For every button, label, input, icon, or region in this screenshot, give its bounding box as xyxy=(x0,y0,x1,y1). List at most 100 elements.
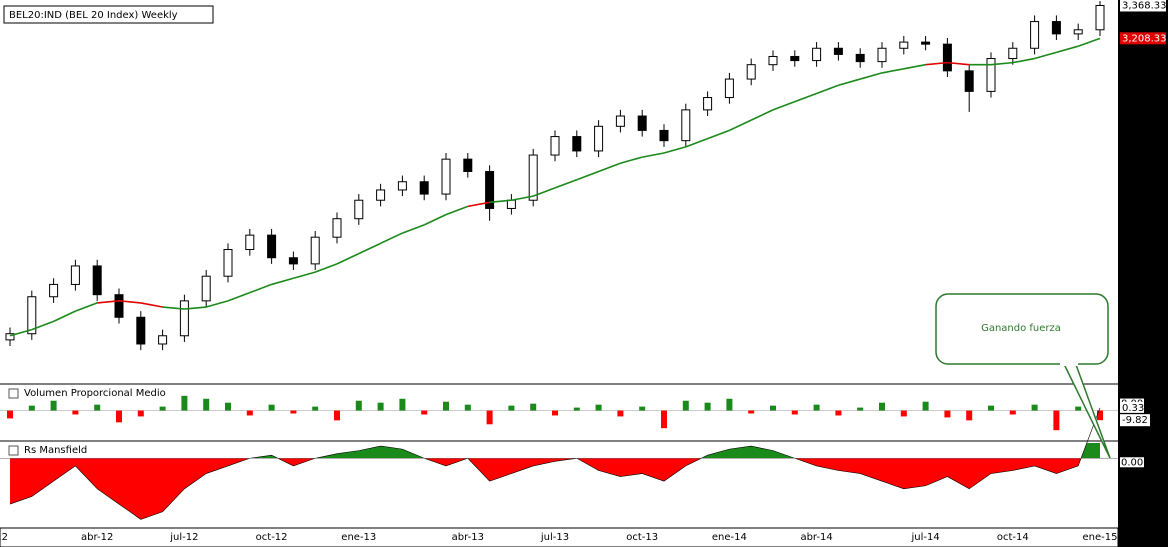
candle-body xyxy=(768,55,778,66)
candle-body xyxy=(942,43,952,72)
volume-bar xyxy=(617,410,624,417)
x-tick-label: ene-13 xyxy=(341,532,376,543)
volume-bar xyxy=(137,410,144,417)
moving-average xyxy=(293,271,316,280)
volume-bar xyxy=(988,405,994,411)
moving-average xyxy=(402,224,425,234)
volume-bar xyxy=(334,410,340,421)
volume-bar xyxy=(399,398,406,411)
volume-bar xyxy=(508,405,515,411)
candle-body xyxy=(899,41,909,49)
moving-average xyxy=(314,263,338,273)
title-box xyxy=(3,5,214,24)
x-tick-label: jul-14 xyxy=(910,532,939,543)
candle-body xyxy=(485,170,495,209)
moving-average xyxy=(489,199,512,204)
candle-body xyxy=(528,154,538,201)
moving-average xyxy=(925,61,948,66)
candle-body xyxy=(310,236,320,265)
candle-body xyxy=(833,47,843,55)
moving-average xyxy=(772,100,796,111)
volume-bar xyxy=(966,410,973,421)
volume-bar xyxy=(595,404,602,411)
candle-body xyxy=(986,58,996,92)
x-tick-label: abr-12 xyxy=(81,532,113,543)
panel-title: Rs Mansfield xyxy=(24,445,87,456)
candle-body xyxy=(703,97,713,111)
moving-average xyxy=(53,310,76,323)
volume-bar xyxy=(879,402,885,411)
volume-bar xyxy=(355,400,362,411)
moving-average xyxy=(903,63,926,70)
candle-body xyxy=(288,257,298,265)
volume-bar xyxy=(203,398,210,411)
candle-body xyxy=(92,265,102,296)
moving-average xyxy=(663,146,687,154)
x-tick-label: oct-13 xyxy=(626,532,658,543)
volume-bar xyxy=(72,410,79,415)
candle-body xyxy=(659,129,669,142)
x-tick-label: ene-14 xyxy=(712,532,747,543)
candle-body xyxy=(419,181,429,195)
moving-average xyxy=(31,320,54,331)
volume-bar xyxy=(857,407,864,411)
moving-average xyxy=(685,137,708,148)
last-value-box xyxy=(1120,401,1144,413)
chart-title: BEL20:IND (BEL 20 Index) Weekly xyxy=(9,10,178,21)
volume-bar xyxy=(181,395,188,411)
moving-average xyxy=(445,205,469,216)
volume-bar xyxy=(726,398,733,411)
volume-bar xyxy=(835,410,842,416)
volume-bar xyxy=(464,404,471,411)
volume-bar xyxy=(116,410,122,423)
volume-bar xyxy=(1053,410,1060,431)
panel-title: Volumen Proporcional Medio xyxy=(24,388,166,399)
volume-bar xyxy=(443,401,449,411)
volume-bar xyxy=(268,404,275,411)
volume-bar xyxy=(486,410,493,425)
volume-bar xyxy=(159,406,166,411)
volume-bar xyxy=(770,405,776,411)
moving-average xyxy=(249,283,272,294)
volume-bar xyxy=(1009,410,1016,415)
volume-bar xyxy=(573,407,580,411)
moving-average xyxy=(838,78,861,86)
moving-average xyxy=(750,109,774,121)
candle-body xyxy=(724,78,734,99)
moving-average xyxy=(184,306,207,310)
moving-average xyxy=(554,178,578,189)
candle-body xyxy=(158,335,168,345)
volume-bar xyxy=(7,410,13,419)
panel-toggle[interactable] xyxy=(8,388,19,399)
moving-average xyxy=(707,129,730,140)
moving-average xyxy=(642,152,665,158)
volume-bar xyxy=(94,404,101,411)
moving-average xyxy=(859,72,883,80)
x-tick-label: jul-13 xyxy=(540,532,569,543)
moving-average xyxy=(532,187,556,197)
candle-body xyxy=(746,64,756,80)
candle-body xyxy=(114,294,124,318)
x-tick-label: jul-12 xyxy=(169,532,198,543)
moving-average xyxy=(9,328,33,337)
candle-body xyxy=(1051,21,1061,35)
volume-bar xyxy=(748,410,755,414)
panel-toggle[interactable] xyxy=(8,445,19,456)
volume-bar xyxy=(639,406,646,411)
moving-average xyxy=(227,291,251,302)
volume-bar xyxy=(421,410,428,415)
moving-average xyxy=(358,242,381,255)
candle-body xyxy=(27,296,37,335)
moving-average xyxy=(816,84,839,95)
moving-average xyxy=(140,302,163,308)
last-value-box xyxy=(1120,414,1150,427)
x-tick-label: abr-14 xyxy=(800,532,832,543)
volume-bar xyxy=(813,404,820,411)
price-label: 3,208.33 xyxy=(1122,33,1167,44)
candle-body xyxy=(964,70,974,92)
price-label: 3,368.33 xyxy=(1122,0,1167,11)
candle-body xyxy=(1008,47,1018,60)
candle-body xyxy=(594,125,604,152)
area-negative xyxy=(10,458,1100,520)
candle-body xyxy=(812,47,822,62)
